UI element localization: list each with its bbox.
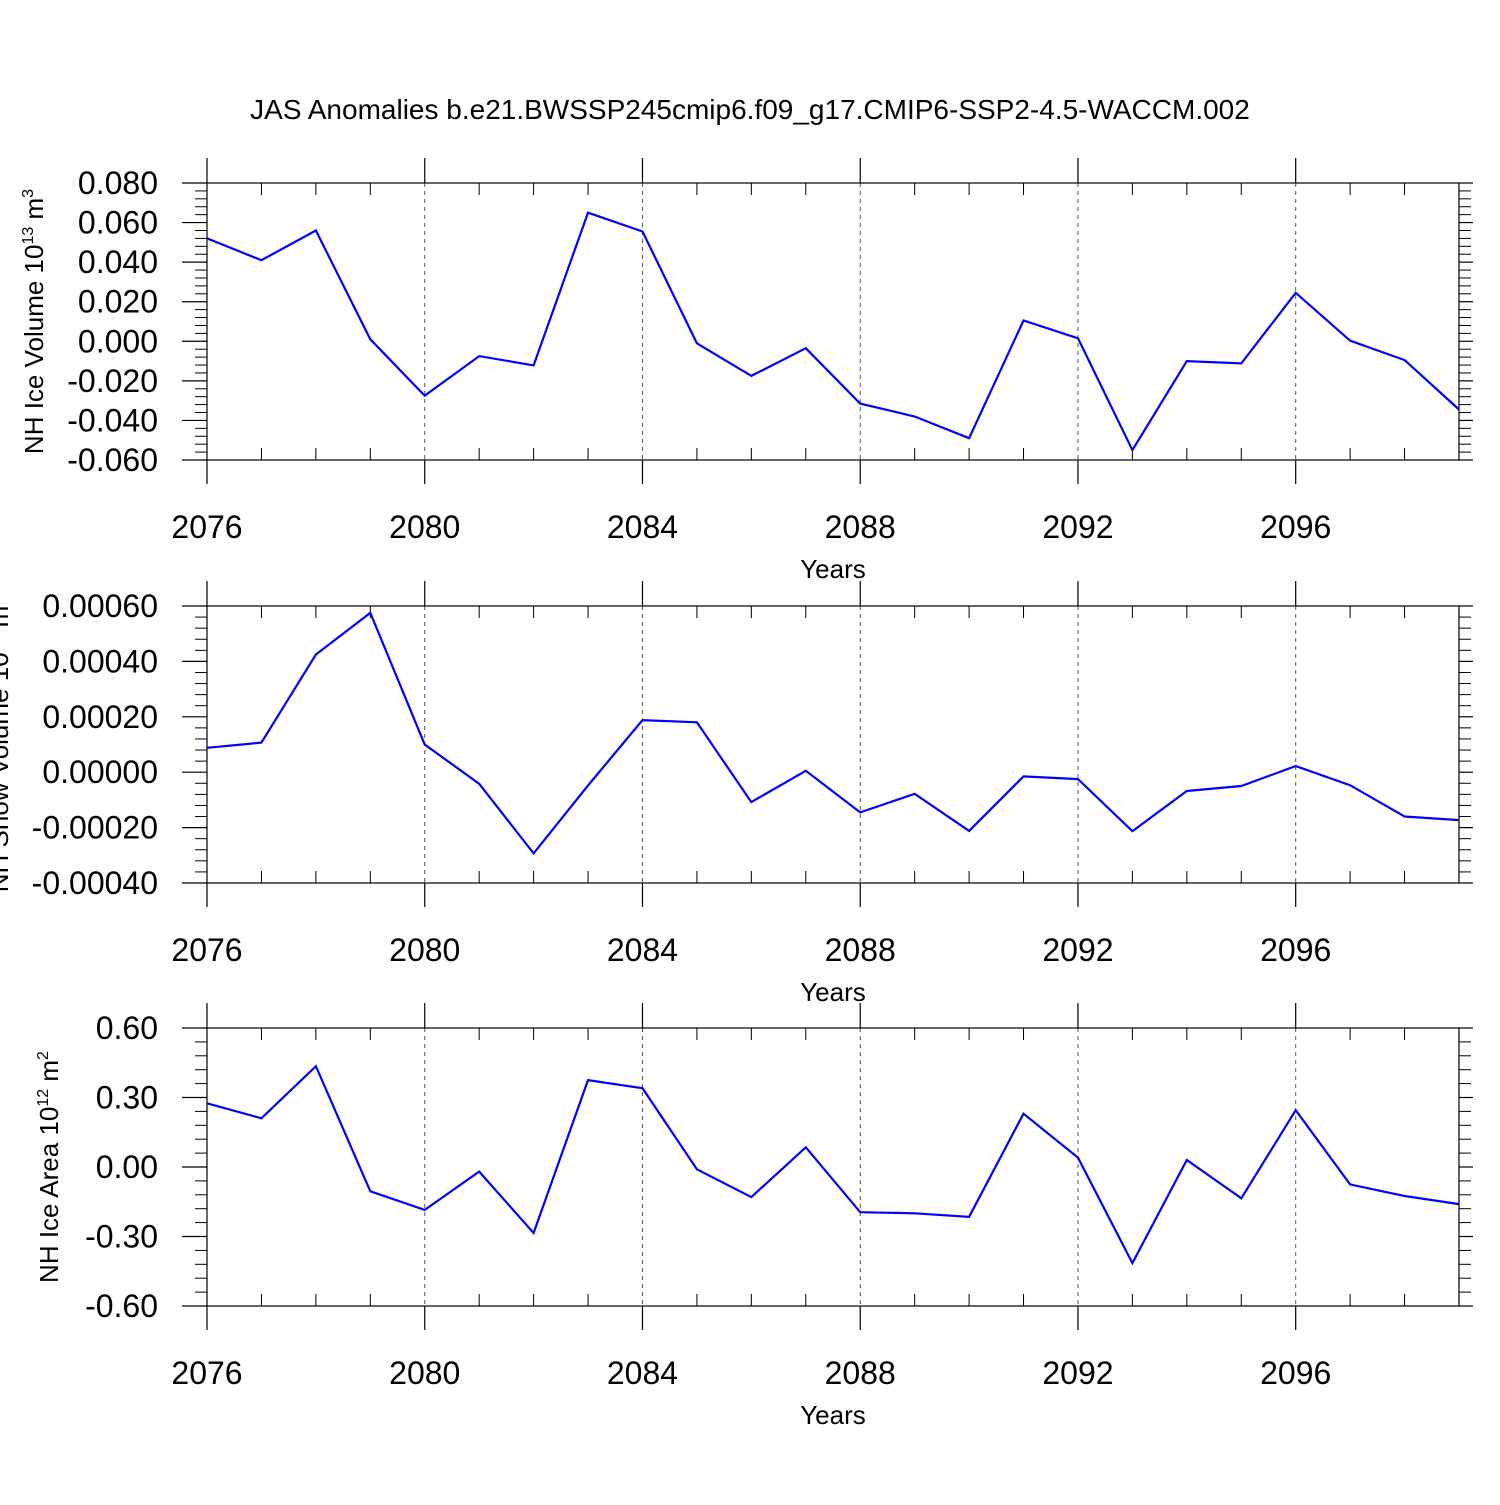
- y-tick-label: -0.040: [67, 402, 158, 438]
- x-tick-label: 2076: [171, 509, 242, 545]
- x-tick-label: 2084: [607, 509, 678, 545]
- y-tick-label: 0.00060: [42, 588, 158, 624]
- series-line: [207, 213, 1459, 450]
- plot-frame: [207, 606, 1459, 883]
- x-axis-title: Years: [800, 1400, 866, 1430]
- x-axis-title: Years: [800, 554, 866, 584]
- x-tick-label: 2080: [389, 1355, 460, 1391]
- chart-title: JAS Anomalies b.e21.BWSSP245cmip6.f09_g1…: [250, 94, 1250, 125]
- y-tick-label: 0.00: [96, 1149, 158, 1185]
- x-tick-label: 2092: [1042, 1355, 1113, 1391]
- y-tick-label: 0.020: [78, 284, 158, 320]
- y-tick-label: 0.30: [96, 1080, 158, 1116]
- y-tick-label: 0.000: [78, 323, 158, 359]
- x-tick-label: 2092: [1042, 509, 1113, 545]
- panel-3: -0.60 -0.30 0.00 0.30 0.60 2076 2080 2084 2088 20…: [34, 1003, 1473, 1430]
- x-tick-label: 2076: [171, 1355, 242, 1391]
- x-tick-label: 2096: [1260, 1355, 1331, 1391]
- x-tick-label: 2076: [171, 932, 242, 968]
- y-tick-label: -0.020: [67, 363, 158, 399]
- plot-frame: [207, 183, 1459, 460]
- x-tick-label: 2084: [607, 1355, 678, 1391]
- x-tick-label: 2080: [389, 509, 460, 545]
- y-tick-label: 0.60: [96, 1010, 158, 1046]
- series-line: [207, 613, 1459, 854]
- y-tick-label: 0.00000: [42, 754, 158, 790]
- y-tick-label: -0.060: [67, 442, 158, 478]
- x-tick-label: 2092: [1042, 932, 1113, 968]
- y-tick-label: 0.00040: [42, 643, 158, 679]
- y-tick-label: -0.00020: [32, 810, 158, 846]
- y-tick-label: 0.060: [78, 205, 158, 241]
- series-line: [207, 1066, 1459, 1263]
- y-tick-label: 0.080: [78, 165, 158, 201]
- y-tick-label: 0.00020: [42, 699, 158, 735]
- x-tick-label: 2080: [389, 932, 460, 968]
- plot-frame: [207, 1028, 1459, 1306]
- x-tick-label: 2088: [825, 1355, 896, 1391]
- y-tick-label: -0.60: [85, 1288, 158, 1324]
- y-tick-label: 0.040: [78, 244, 158, 280]
- y-tick-label: -0.00040: [32, 865, 158, 901]
- y-axis-title: NH Ice Volume 1013 m3: [19, 189, 49, 454]
- x-tick-label: 2096: [1260, 932, 1331, 968]
- x-tick-label: 2088: [825, 509, 896, 545]
- x-tick-label: 2088: [825, 932, 896, 968]
- y-tick-label: -0.30: [85, 1219, 158, 1255]
- x-axis-title: Years: [800, 977, 866, 1007]
- panel-2: -0.00040 -0.00020 0.00000 0.00020 0.00040 0.0…: [0, 581, 1473, 1007]
- x-tick-label: 2084: [607, 932, 678, 968]
- y-axis-title: NH Ice Area 1012 m2: [34, 1051, 64, 1283]
- x-tick-label: 2096: [1260, 509, 1331, 545]
- y-axis-title: NH Snow Volume 1013 m3: [0, 597, 14, 893]
